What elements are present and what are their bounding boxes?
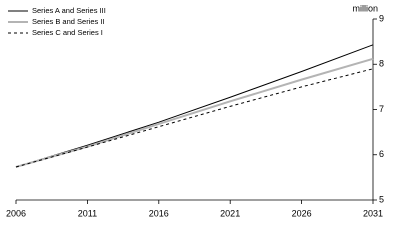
- legend-label: Series B and Series II: [32, 17, 105, 26]
- x-tick-label: 2026: [292, 208, 312, 218]
- x-tick-label: 2031: [363, 208, 383, 218]
- x-tick-label: 2006: [6, 208, 26, 218]
- y-tick-label: 6: [379, 149, 384, 159]
- series-line: [15, 57, 374, 168]
- chart: million 5 6 7 8 9 2006 2011 2016 2021 2026 2031 Ser…: [6, 3, 384, 218]
- x-tick-label: 2021: [220, 208, 240, 218]
- x-tick-label: 2016: [149, 208, 169, 218]
- y-tick-label: 5: [379, 194, 384, 204]
- y-axis-label: million: [352, 3, 378, 13]
- series-line: [15, 68, 374, 168]
- legend-label: Series C and Series I: [32, 28, 103, 37]
- y-tick-label: 9: [379, 13, 384, 23]
- x-tick-label: 2011: [78, 208, 97, 218]
- y-tick-label: 7: [379, 104, 384, 114]
- y-tick-label: 8: [379, 59, 384, 69]
- legend-label: Series A and Series III: [32, 6, 106, 15]
- series-line: [15, 44, 374, 168]
